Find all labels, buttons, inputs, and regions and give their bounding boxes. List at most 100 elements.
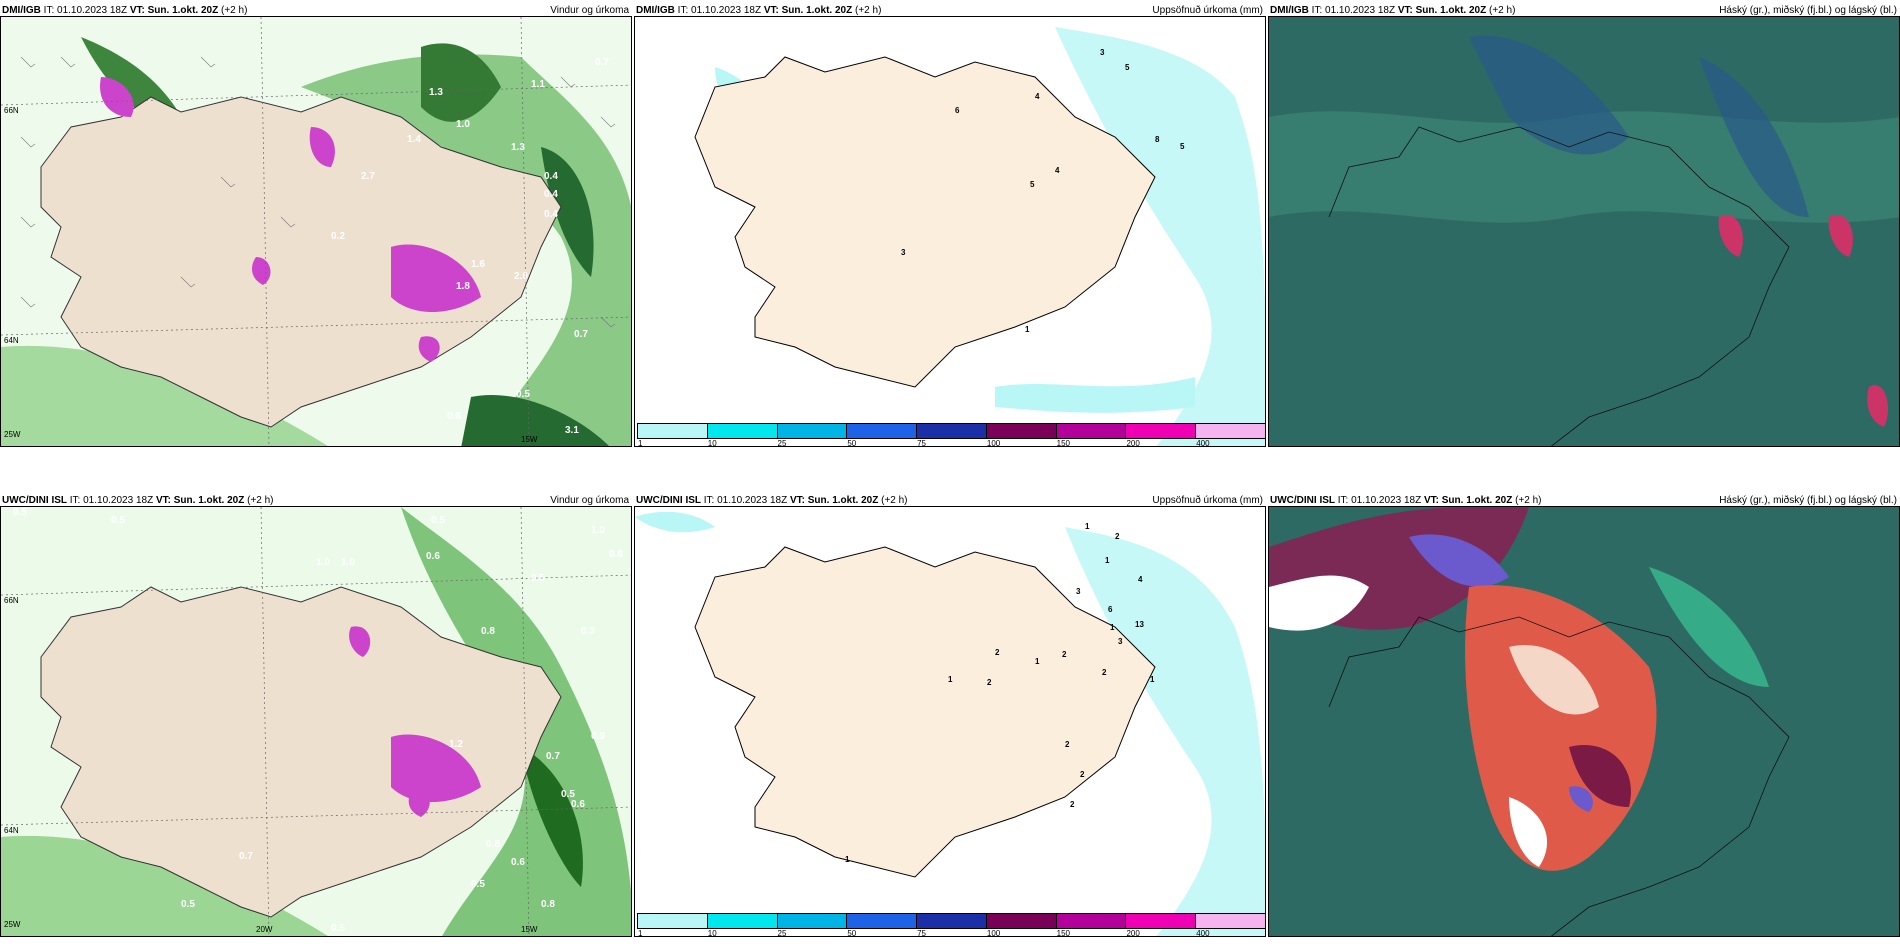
value-label: 0.5: [531, 573, 545, 584]
value-label: 1: [948, 675, 953, 684]
panel-clouds-uwc: UWC/DINI ISL IT: 01.10.2023 18Z VT: Sun.…: [1268, 490, 1900, 937]
value-label: 0.2: [331, 231, 345, 242]
precip-value-labels: 0.50.51.01.00.50.60.51.00.60.8 0.31.20.90…: [13, 507, 623, 934]
colorbar-tick: 200: [1126, 439, 1140, 447]
value-label: 0.4: [544, 209, 558, 220]
value-label: 2: [1102, 668, 1107, 677]
value-label: 1.0: [341, 557, 355, 568]
value-label: 8: [1155, 135, 1160, 144]
colorbar-tick: 150: [1056, 439, 1071, 447]
panel-title: Háský (gr.), miðský (fj.bl.) og lágský (…: [1719, 495, 1897, 506]
value-label: 1: [1110, 623, 1115, 632]
value-label: 1.0: [591, 525, 605, 536]
colorbar-swatch: [1055, 913, 1127, 929]
value-label: 1: [1105, 556, 1110, 565]
value-label: 2: [987, 678, 992, 687]
panel-header: UWC/DINI ISL IT: 01.10.2023 18Z VT: Sun.…: [0, 490, 632, 512]
value-label: 0.3: [581, 626, 595, 637]
value-label: 0.6: [447, 411, 461, 422]
value-label: 0.8: [481, 626, 495, 637]
value-label: 2.0: [514, 271, 528, 282]
value-label: 1: [1150, 675, 1155, 684]
panel-title: Vindur og úrkoma: [550, 495, 629, 506]
panel-header: DMI/IGB IT: 01.10.2023 18Z VT: Sun. 1.ok…: [0, 0, 632, 22]
panel-accum-precip-uwc: UWC/DINI ISL IT: 01.10.2023 18Z VT: Sun.…: [634, 490, 1266, 937]
value-label: 5: [1030, 180, 1035, 189]
colorbar-tick: 10: [707, 439, 717, 447]
colorbar-tick: 150: [1056, 929, 1071, 937]
accum-precip-map-svg: 3 5 4 6 8 5 4 5 3 1: [635, 17, 1265, 446]
lon-label: 15W: [521, 925, 538, 934]
value-label: 0.6: [426, 551, 440, 562]
colorbar-swatch: [1125, 423, 1197, 439]
value-label: 1: [1085, 522, 1090, 531]
colorbar-swatch: [637, 423, 708, 439]
wind-precip-map-svg: 66N 64N 25W 15W 0.7 1.1 1.3 1.0 2.7 0.4 1.4 1.3…: [1, 17, 631, 446]
value-label: 2: [1080, 770, 1085, 779]
value-label: 6: [955, 106, 960, 115]
clouds-map-svg: [1269, 17, 1899, 446]
panel-header: DMI/IGB IT: 01.10.2023 18Z VT: Sun. 1.ok…: [634, 0, 1266, 22]
colorbar-swatch: [846, 913, 918, 929]
map-wind-precip: 66N 64N 25W 15W 0.7 1.1 1.3 1.0 2.7 0.4 1.4 1.3…: [0, 16, 632, 447]
colorbar-swatch: [916, 913, 987, 929]
value-label: 0.5: [13, 507, 27, 518]
colorbar-swatch: [706, 423, 778, 439]
colorbar-swatch: [1195, 913, 1265, 929]
map-wind-precip: 66N 64N 25W 20W 15W 0.5 0.5 1.0 1.0 0.5 0.6 0.…: [0, 506, 632, 937]
lon-label: 25W: [4, 920, 21, 929]
value-label: 3: [1118, 637, 1123, 646]
colorbar-tick: 50: [847, 439, 857, 447]
panel-wind-precip-dmi: DMI/IGB IT: 01.10.2023 18Z VT: Sun. 1.ok…: [0, 0, 632, 447]
colorbar-swatch: [846, 423, 918, 439]
panel-clouds-dmi: DMI/IGB IT: 01.10.2023 18Z VT: Sun. 1.ok…: [1268, 0, 1900, 447]
colorbar-tick: 400: [1196, 929, 1210, 937]
colorbar-tick: 25: [777, 929, 787, 937]
value-label: 0.4: [544, 189, 558, 200]
colorbar-tick: 10: [707, 929, 717, 937]
value-label: 0.8: [541, 899, 555, 910]
lat-label: 66N: [4, 596, 19, 605]
value-label: 1.3: [429, 87, 443, 98]
colorbar-swatch: [706, 913, 778, 929]
value-label: 3: [901, 248, 906, 257]
colorbar-tick: 100: [986, 929, 1001, 937]
colorbar-swatch: [776, 913, 848, 929]
value-label: 0.5: [331, 923, 345, 934]
value-label: 0.9: [591, 731, 605, 742]
map-clouds: [1268, 16, 1900, 447]
colorbar-swatch: [985, 913, 1057, 929]
lat-label: 64N: [4, 826, 19, 835]
value-label: 6: [1108, 605, 1113, 614]
panel-header: UWC/DINI ISL IT: 01.10.2023 18Z VT: Sun.…: [1268, 490, 1900, 512]
precip-value-labels: 0.7 1.1 1.3 1.0 2.7 0.4 1.4 1.3 0.4 0.4 0.2 1.61.8 2…: [331, 57, 609, 436]
value-label: 0.6: [511, 857, 525, 868]
value-label: 2: [995, 648, 1000, 657]
map-accum-precip: 1 2 1 4 3 6 13 1 2 2 1 2 1 3 2 1 2 2 2 1 1 10 25 50 75 100 150 200…: [634, 506, 1266, 937]
lat-label: 66N: [4, 106, 19, 115]
precip-colorbar: 1 10 25 50 75 100 150 200 400: [637, 421, 1265, 447]
panel-title: Vindur og úrkoma: [550, 5, 629, 16]
value-label: 4: [1035, 92, 1040, 101]
value-label: 5: [1125, 63, 1130, 72]
colorbar-tick: 100: [986, 439, 1001, 447]
wind-precip-map-svg: 66N 64N 25W 20W 15W 0.5 0.5 1.0 1.0 0.5 0.6 0.…: [1, 507, 631, 936]
lon-label: 25W: [4, 430, 21, 439]
colorbar-swatch: [1125, 913, 1197, 929]
panel-accum-precip-dmi: DMI/IGB IT: 01.10.2023 18Z VT: Sun. 1.ok…: [634, 0, 1266, 447]
colorbar-tick: 1: [638, 439, 643, 447]
value-label: 1: [1025, 325, 1030, 334]
colorbar-swatch: [1055, 423, 1127, 439]
value-label: 5: [1180, 142, 1185, 151]
value-label: 0.6: [571, 799, 585, 810]
value-label: 0.8: [486, 839, 500, 850]
clouds-map-svg: [1269, 507, 1899, 936]
lon-label: 20W: [256, 925, 273, 934]
value-label: 4: [1055, 166, 1060, 175]
lat-label: 64N: [4, 336, 19, 345]
colorbar-tick: 75: [917, 439, 927, 447]
value-label: 3: [1100, 48, 1105, 57]
colorbar-swatch: [916, 423, 987, 439]
